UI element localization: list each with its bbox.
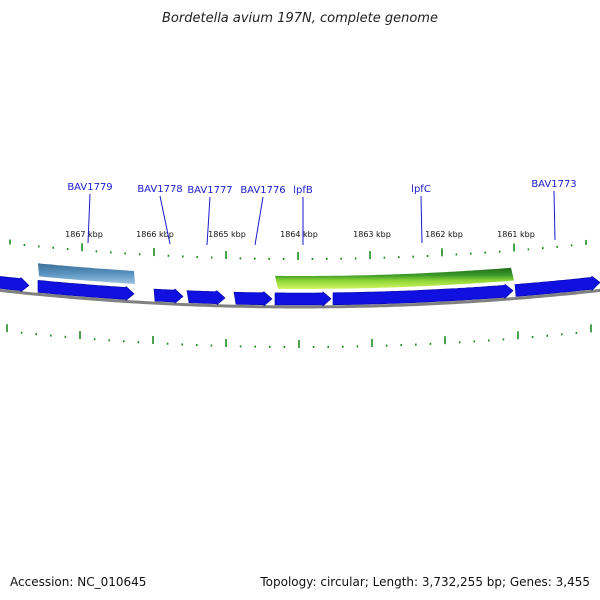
gene-label-leaders [87, 190, 556, 246]
gene-label-bav1778[interactable]: BAV1778 [137, 184, 182, 195]
tick-label-1861: 1861 kbp [497, 230, 535, 239]
gene-label-bav1777[interactable]: BAV1777 [187, 185, 232, 196]
tick-label-1866: 1866 kbp [136, 230, 174, 239]
tick-label-1864: 1864 kbp [280, 230, 318, 239]
scale-tick-labels: 1867 kbp 1866 kbp 1865 kbp 1864 kbp 1863 kbp… [65, 230, 535, 239]
backbone-track [0, 288, 600, 309]
gene-arrow-partial[interactable] [0, 276, 30, 293]
gene-arrow-bav1773[interactable] [514, 275, 600, 297]
gene-label-lpfb[interactable]: lpfB [293, 185, 313, 196]
leader-line [87, 193, 91, 244]
gene-label-bav1773[interactable]: BAV1773 [531, 179, 576, 190]
tick-label-1867: 1867 kbp [65, 230, 103, 239]
leader-line [159, 195, 171, 245]
genome-summary-text: Topology: circular; Length: 3,732,255 bp… [259, 575, 590, 589]
BAV1779-region [38, 263, 135, 284]
gene-label-bav1779[interactable]: BAV1779 [67, 182, 112, 193]
gene-arrow-bav1776[interactable] [233, 291, 273, 307]
gene-track [0, 275, 600, 307]
gene-arrow-bav1778[interactable] [153, 288, 184, 304]
scale-ticks-top [9, 239, 587, 260]
leader-line [254, 196, 264, 246]
tick-label-1863: 1863 kbp [353, 230, 391, 239]
leader-line [553, 190, 556, 241]
feature-track [38, 263, 514, 289]
tick-label-1865: 1865 kbp [208, 230, 246, 239]
gene-arrow-lpfc[interactable] [332, 283, 514, 306]
accession-text: Accession: NC_010645 [10, 575, 146, 589]
page-title: Bordetella avium 197N, complete genome [162, 11, 438, 26]
lpfC-region [275, 267, 514, 289]
tick-label-1862: 1862 kbp [425, 230, 463, 239]
leader-line [206, 196, 211, 246]
backbone-line [0, 288, 600, 309]
gene-label-lpfc[interactable]: lpfC [411, 184, 431, 195]
leader-line [420, 195, 423, 244]
gene-arrow-lpfb[interactable] [274, 291, 332, 307]
gene-label-bav1776[interactable]: BAV1776 [240, 185, 285, 196]
scale-ticks-bottom [6, 324, 592, 348]
gene-arrow-bav1779[interactable] [37, 280, 135, 302]
gene-arrow-bav1777[interactable] [186, 290, 226, 306]
gene-labels: BAV1779 BAV1778 BAV1777 BAV1776 lpfB lpfC BAV1… [67, 179, 576, 196]
